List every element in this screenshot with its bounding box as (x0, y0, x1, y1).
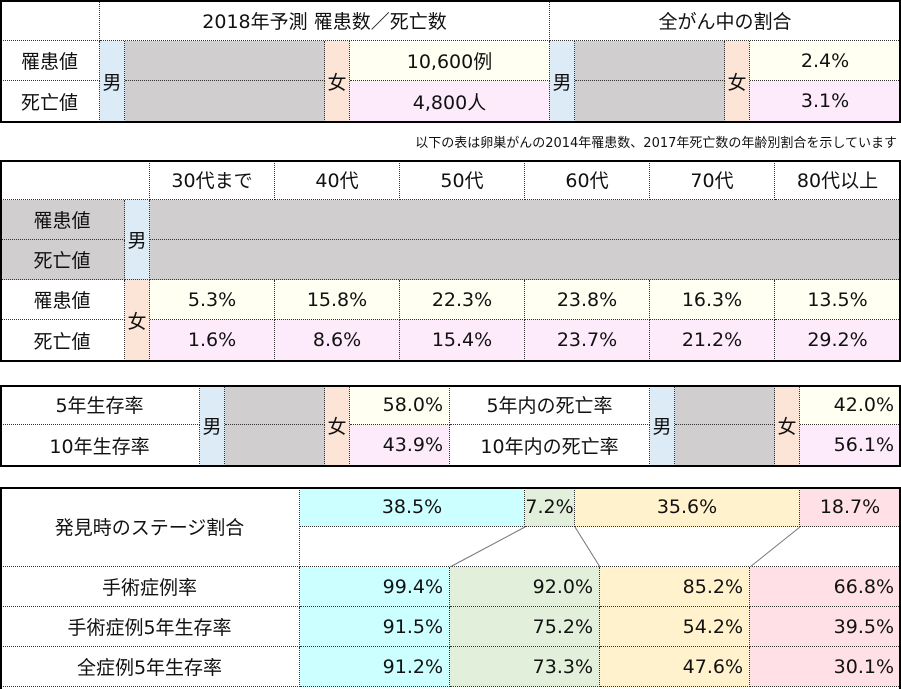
metric-label: 手術症例5年生存率 (0, 607, 300, 647)
stage1-value: 99.4% (300, 567, 450, 607)
male-blank (675, 385, 775, 425)
stage2-pct: 7.2% (525, 487, 575, 527)
female-death-by-age: 29.2% (775, 320, 901, 361)
female-label: 女 (725, 41, 750, 122)
female-incidence-by-age: 15.8% (275, 280, 400, 320)
female-incidence-pct: 2.4% (750, 41, 901, 81)
male-death-blank (150, 240, 901, 280)
male-incidence-blank (125, 41, 325, 81)
stage3-value: 54.2% (600, 607, 750, 647)
male-incidence-blank (150, 200, 901, 240)
stage1-pct: 38.5% (300, 487, 525, 527)
connector-line (449, 526, 526, 568)
blank-cell (0, 0, 100, 41)
metric-label: 手術症例率 (0, 567, 300, 607)
female-incidence-by-age: 23.8% (525, 280, 650, 320)
female-incidence-by-age: 22.3% (400, 280, 525, 320)
stage2-value: 75.2% (450, 607, 600, 647)
female-death-by-age: 21.2% (650, 320, 775, 361)
female-5yr-death: 42.0% (800, 385, 901, 425)
female-5yr-survival: 58.0% (350, 385, 450, 425)
stage4-pct: 18.7% (800, 487, 901, 527)
female-death: 4,800人 (350, 81, 550, 122)
connector-line (574, 526, 601, 568)
label-5yr-survival: 5年生存率 (0, 385, 200, 425)
male-blank (225, 385, 325, 425)
metric-label: 全症例5年生存率 (0, 647, 300, 687)
male-label: 男 (550, 41, 575, 122)
age-header: 50代 (400, 160, 525, 200)
stage2-value: 73.3% (450, 647, 600, 687)
age-header: 30代まで (150, 160, 275, 200)
table2-border (0, 160, 901, 362)
table3-border (0, 385, 901, 467)
row-label-incidence: 罹患値 (0, 41, 100, 81)
stage4-value: 30.1% (750, 647, 901, 687)
label-5yr-death: 5年内の死亡率 (450, 385, 650, 425)
male-incidence-pct-blank (575, 41, 725, 81)
female-incidence-by-age: 16.3% (650, 280, 775, 320)
female-label: 女 (325, 385, 350, 466)
male-death-pct-blank (575, 81, 725, 122)
stage1-value: 91.5% (300, 607, 450, 647)
male-death-blank (125, 81, 325, 122)
table1-title: 2018年予測 罹患数／死亡数 (100, 0, 550, 41)
table-note: 以下の表は卵巣がんの2014年罹患数、2017年死亡数の年齢別割合を示しています (415, 136, 897, 151)
connector-line (749, 526, 801, 568)
male-label: 男 (650, 385, 675, 466)
blank-cell (0, 160, 150, 200)
stage-distribution-label: 発見時のステージ割合 (0, 487, 300, 567)
age-header: 70代 (650, 160, 775, 200)
male-blank (225, 425, 325, 466)
row-label-death: 死亡値 (0, 240, 125, 280)
stage4-value: 39.5% (750, 607, 901, 647)
table4-border (0, 487, 901, 689)
row-label-incidence: 罹患値 (0, 200, 125, 240)
female-incidence: 10,600例 (350, 41, 550, 81)
female-incidence-by-age: 5.3% (150, 280, 275, 320)
male-label: 男 (200, 385, 225, 466)
stage1-value: 91.2% (300, 647, 450, 687)
row-label-incidence: 罹患値 (0, 280, 125, 320)
stage3-pct: 35.6% (575, 487, 800, 527)
male-label: 男 (125, 200, 150, 280)
female-10yr-death: 56.1% (800, 425, 901, 466)
female-label: 女 (775, 385, 800, 466)
table1-border (0, 0, 901, 123)
stage2-value: 92.0% (450, 567, 600, 607)
female-label: 女 (325, 41, 350, 122)
female-death-by-age: 23.7% (525, 320, 650, 361)
female-label: 女 (125, 280, 150, 361)
female-death-by-age: 1.6% (150, 320, 275, 361)
female-incidence-by-age: 13.5% (775, 280, 901, 320)
female-10yr-survival: 43.9% (350, 425, 450, 466)
stage3-value: 47.6% (600, 647, 750, 687)
age-header: 40代 (275, 160, 400, 200)
stage3-value: 85.2% (600, 567, 750, 607)
age-header: 60代 (525, 160, 650, 200)
